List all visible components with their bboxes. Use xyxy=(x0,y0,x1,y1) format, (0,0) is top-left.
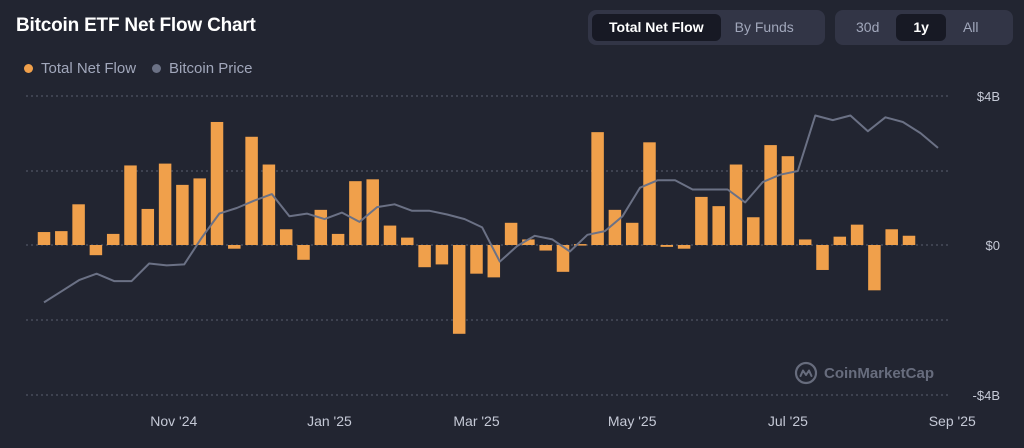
net-flow-bar xyxy=(349,181,362,245)
legend-label-net-flow: Total Net Flow xyxy=(41,60,137,77)
net-flow-dot-icon xyxy=(24,64,33,73)
net-flow-bar xyxy=(574,244,587,246)
grid-lines xyxy=(26,95,948,396)
net-flow-bar xyxy=(452,245,466,334)
x-tick-label: Nov '24 xyxy=(150,413,197,429)
net-flow-bar xyxy=(660,245,674,247)
y-tick-label: $0 xyxy=(986,238,1000,253)
x-tick-label: Jan '25 xyxy=(307,413,352,429)
net-flow-bar xyxy=(314,209,328,245)
net-flow-bars xyxy=(37,121,916,334)
net-flow-bar xyxy=(435,245,449,265)
net-flow-bar xyxy=(55,231,68,245)
range-30d-button[interactable]: 30d xyxy=(856,19,880,35)
net-flow-bar xyxy=(816,245,829,270)
x-tick-label: May '25 xyxy=(608,413,657,429)
net-flow-bar xyxy=(522,239,535,245)
tab-by-funds[interactable]: By Funds xyxy=(734,19,794,35)
net-flow-bar xyxy=(89,245,103,256)
net-flow-bar xyxy=(37,232,51,245)
net-flow-bar xyxy=(72,204,85,245)
net-flow-bar xyxy=(245,136,258,245)
net-flow-bar xyxy=(193,178,206,245)
net-flow-bar xyxy=(124,165,137,245)
net-flow-bar xyxy=(695,196,708,245)
net-flow-bar xyxy=(729,164,743,245)
y-tick-label: -$4B xyxy=(973,388,1000,403)
net-flow-bar xyxy=(556,245,570,272)
range-all-button[interactable]: All xyxy=(962,19,979,35)
legend-item-net-flow[interactable]: Total Net Flow xyxy=(24,60,136,77)
axis-labels: $4B $0 -$4B Nov '24 Jan '25 Mar '25 May '25 Jul… xyxy=(150,89,1000,429)
net-flow-bar xyxy=(262,164,276,245)
view-toggle: Total Net Flow By Funds xyxy=(588,10,825,45)
y-tick-label: $4B xyxy=(977,89,1000,104)
net-flow-bar xyxy=(141,208,155,245)
net-flow-bar xyxy=(383,225,397,245)
net-flow-bar xyxy=(798,239,812,245)
net-flow-bar xyxy=(106,233,120,245)
net-flow-bar xyxy=(418,245,431,268)
chart-legend: Total Net Flow Bitcoin Price xyxy=(24,60,268,77)
net-flow-bar xyxy=(279,229,293,245)
net-flow-bar xyxy=(331,233,345,245)
net-flow-bar xyxy=(210,121,224,245)
net-flow-bar xyxy=(850,224,864,245)
net-flow-bar xyxy=(608,209,622,245)
net-flow-bar xyxy=(885,229,898,245)
net-flow-bar xyxy=(366,179,379,245)
net-flow-bar xyxy=(643,142,656,245)
net-flow-bar xyxy=(712,206,725,245)
net-flow-bar xyxy=(176,184,189,245)
price-dot-icon xyxy=(152,64,162,73)
net-flow-bar xyxy=(833,236,847,245)
net-flow-bar xyxy=(504,222,518,245)
watermark: CoinMarketCap xyxy=(794,361,934,385)
net-flow-bar xyxy=(297,245,310,260)
net-flow-bar xyxy=(591,132,604,245)
x-tick-label: Mar '25 xyxy=(453,413,499,429)
net-flow-bar xyxy=(625,222,639,245)
legend-label-price: Bitcoin Price xyxy=(169,60,253,77)
coinmarketcap-logo-icon xyxy=(794,361,818,385)
watermark-text: CoinMarketCap xyxy=(824,364,935,382)
net-flow-bar xyxy=(781,156,795,245)
chart-title: Bitcoin ETF Net Flow Chart xyxy=(16,15,256,36)
net-flow-bar xyxy=(228,245,241,249)
range-1y-button[interactable]: 1y xyxy=(896,14,946,41)
net-flow-bar xyxy=(401,237,414,245)
net-flow-bar xyxy=(158,163,172,245)
range-toggle: 30d 1y All xyxy=(835,10,1013,45)
bitcoin-price-line xyxy=(43,114,939,304)
net-flow-bar xyxy=(487,245,501,278)
x-tick-label: Jul '25 xyxy=(768,413,808,429)
net-flow-bar xyxy=(868,245,881,291)
x-tick-label: Sep '25 xyxy=(929,413,976,429)
net-flow-bar xyxy=(470,245,483,274)
net-flow-bar xyxy=(764,145,777,245)
net-flow-bar xyxy=(677,245,691,249)
price-line-layer xyxy=(43,114,939,304)
legend-item-price[interactable]: Bitcoin Price xyxy=(152,60,252,77)
tab-total-net-flow[interactable]: Total Net Flow xyxy=(592,14,721,41)
net-flow-bar xyxy=(747,217,760,245)
net-flow-bar xyxy=(902,235,916,245)
net-flow-bar xyxy=(539,245,552,251)
